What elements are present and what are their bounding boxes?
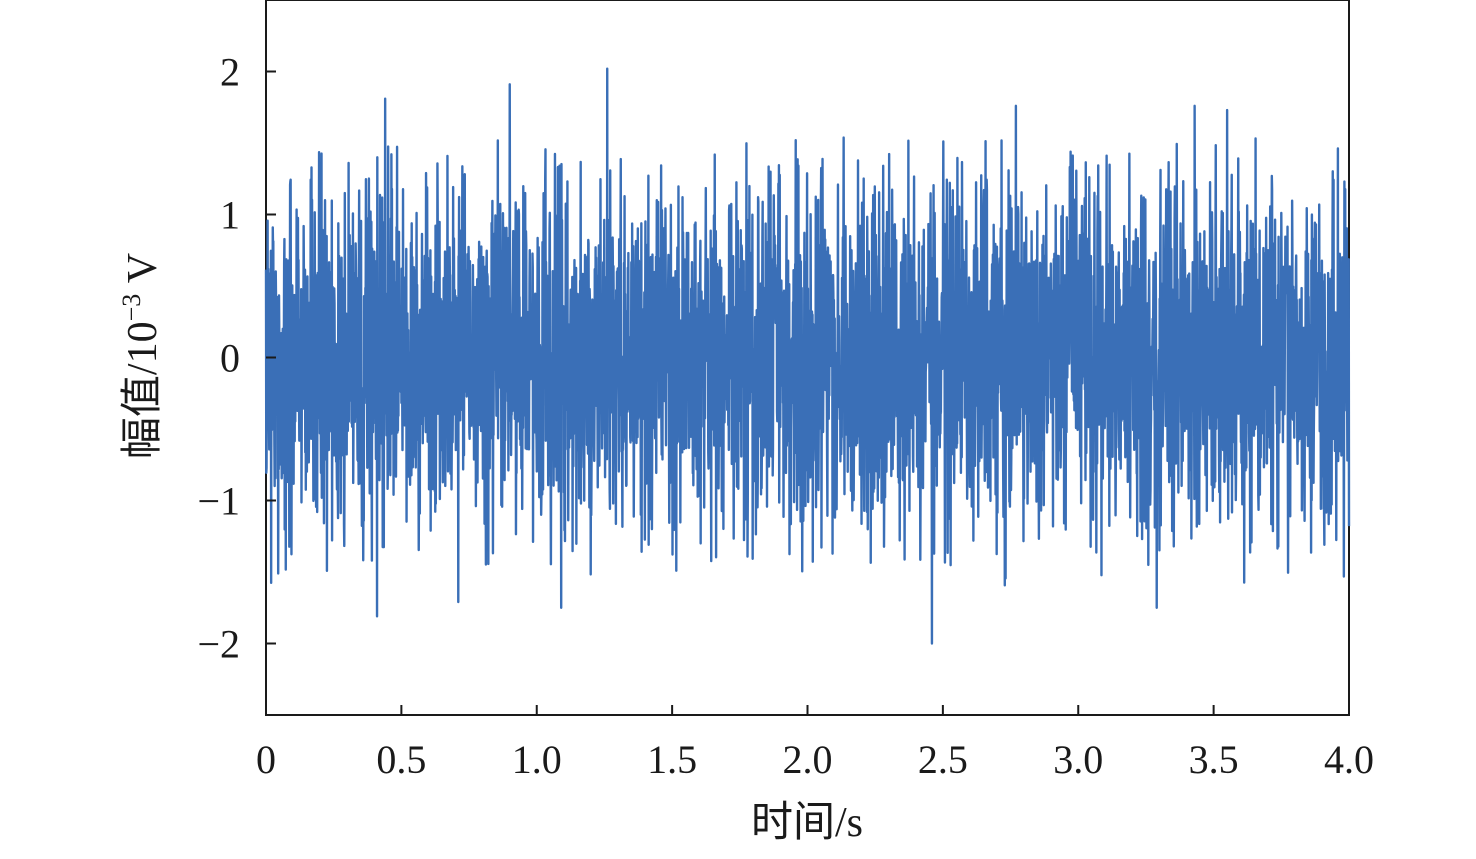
y-axis-label: 幅值/10−3 V [117,253,166,459]
y-tick-label: 0 [220,336,240,381]
signal-series-line [264,67,1351,645]
x-tick-label: 0 [256,737,276,782]
y-axis-label-exponent: −3 [117,294,146,322]
x-axis-ticks: 0 0.5 1.0 1.5 2.0 2.5 3.0 3.5 4.0 [256,705,1374,782]
y-axis-ticks: 2 1 0 −1 −2 [197,50,276,667]
signal-group [264,67,1351,645]
x-tick-label: 1.5 [647,737,697,782]
x-tick-label: 2.0 [783,737,833,782]
y-axis-label-unit: V [120,253,166,294]
x-tick-label: 3.5 [1189,737,1239,782]
y-tick-label: 1 [220,193,240,238]
y-tick-label: −2 [197,622,240,667]
x-tick-label: 2.5 [918,737,968,782]
x-tick-label: 3.0 [1053,737,1103,782]
x-axis-label: 时间/s [751,800,863,846]
x-tick-label: 4.0 [1324,737,1374,782]
y-axis-label-main: 幅值/10 [120,321,166,459]
y-tick-label: −1 [197,479,240,524]
y-tick-label: 2 [220,50,240,95]
x-tick-label: 0.5 [376,737,426,782]
x-tick-label: 1.0 [512,737,562,782]
